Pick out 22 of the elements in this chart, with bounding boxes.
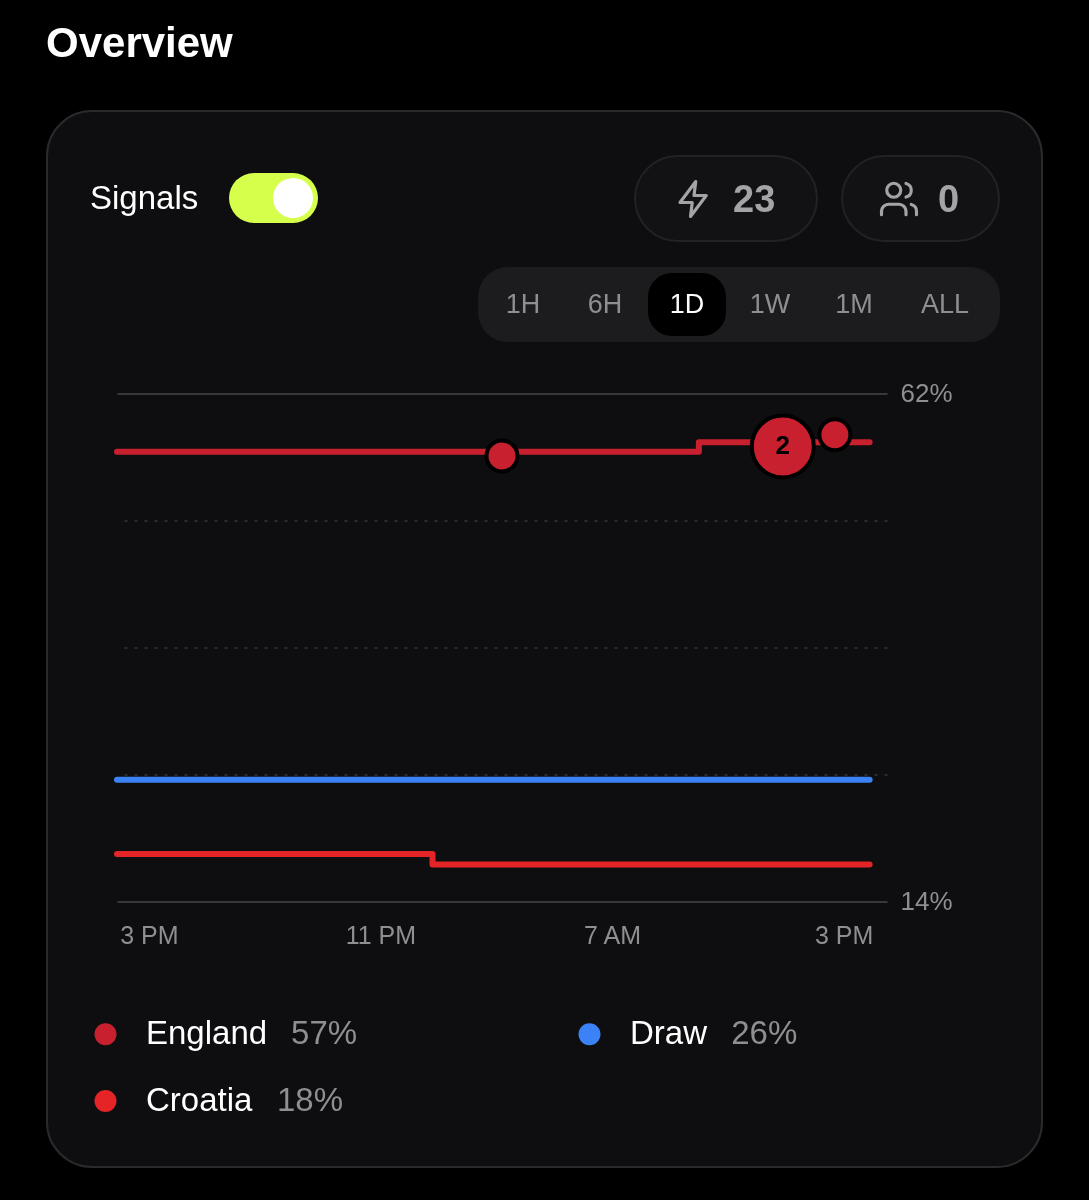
tab-button[interactable]: ALL	[906, 273, 984, 336]
text: 57%	[291, 1012, 358, 1053]
x-tick-label: 3 PM	[814, 921, 874, 949]
text: 18%	[277, 1079, 344, 1120]
tab-button[interactable]: 1M	[815, 273, 893, 336]
pill-button[interactable]: 23	[634, 155, 818, 242]
tab-button[interactable]: 1W	[731, 273, 809, 336]
tab-button[interactable]: 1D	[648, 273, 726, 336]
y-tick-label: 14%	[900, 886, 953, 916]
tab-button[interactable]: 6H	[566, 273, 644, 336]
x-tick-label: 11 PM	[345, 921, 417, 949]
legend-label: Croatia	[146, 1081, 254, 1118]
tab-button[interactable]: 1H	[484, 273, 562, 336]
annotation: 2	[775, 430, 791, 461]
legend-label: England	[146, 1014, 268, 1052]
x-tick-label: 3 PM	[120, 921, 179, 949]
y-tick-label: 62%	[900, 378, 953, 408]
legend-label: Draw	[630, 1014, 708, 1052]
text: Signals	[90, 178, 199, 218]
text: 26%	[731, 1012, 798, 1053]
chart-title: Overview	[46, 19, 233, 66]
x-tick-label: 7 AM	[584, 921, 641, 949]
